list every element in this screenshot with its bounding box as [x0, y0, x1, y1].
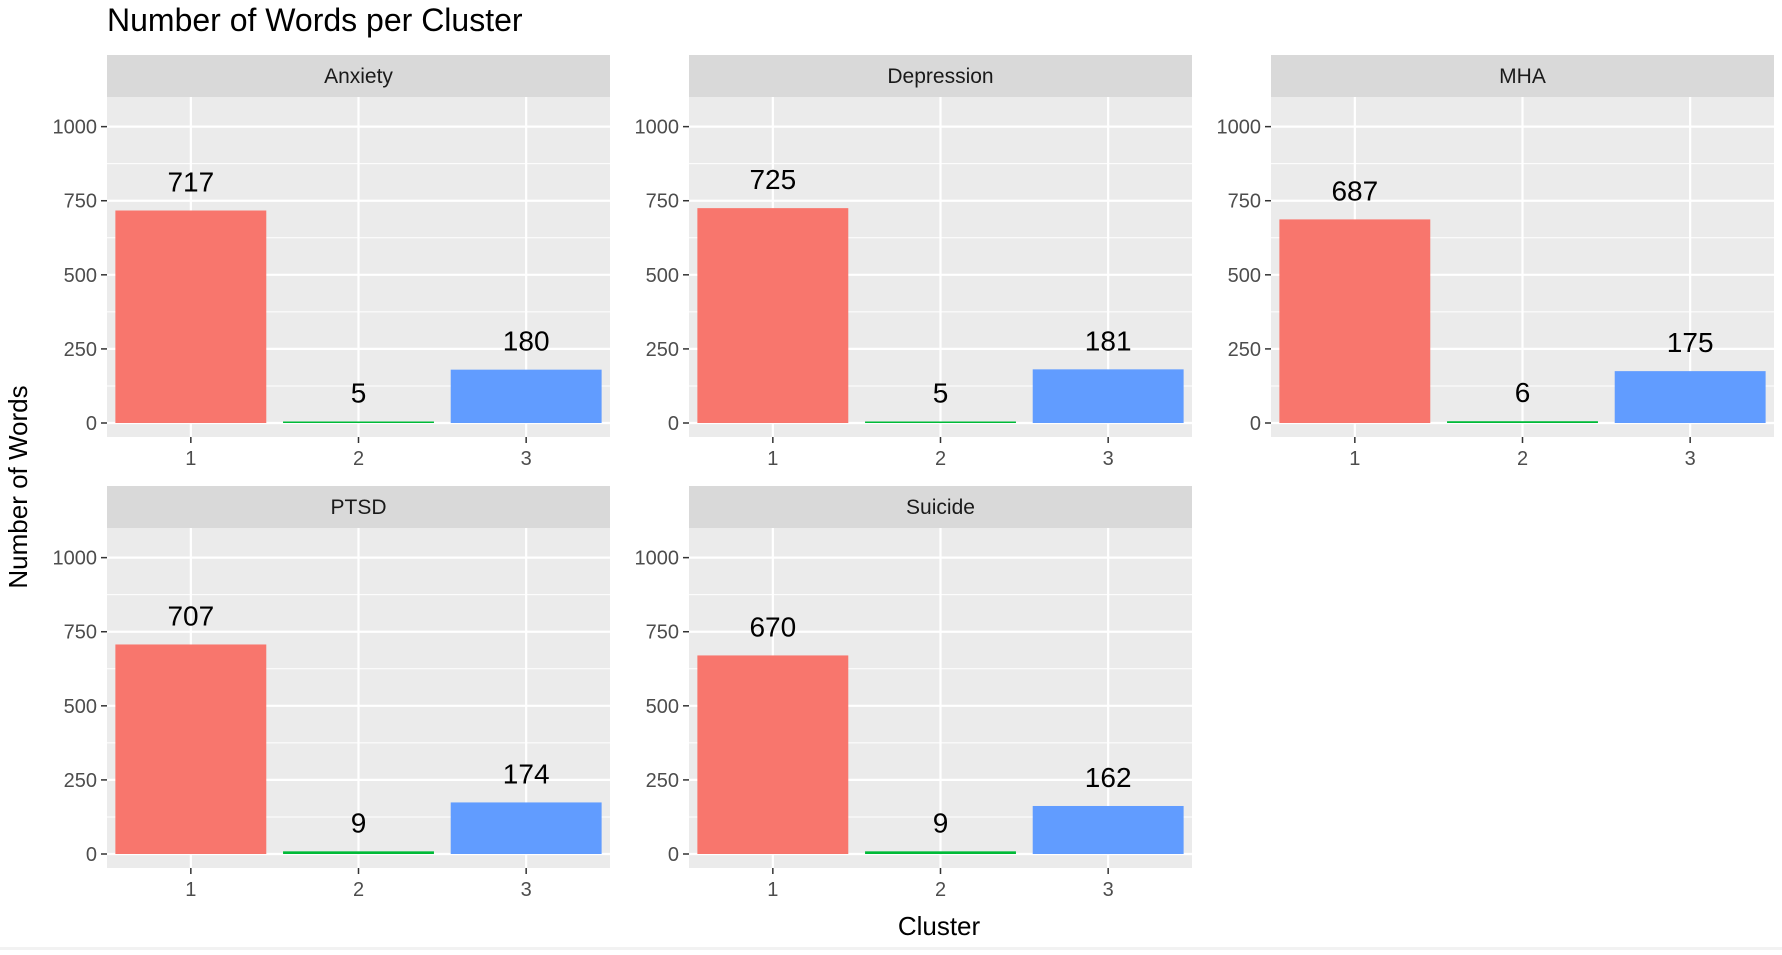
y-tick-label: 750: [646, 191, 679, 213]
y-tick-label: 1000: [53, 117, 98, 139]
bar-value-label: 670: [749, 611, 796, 642]
x-tick-label: 2: [353, 879, 364, 901]
bar-value-label: 6: [1515, 377, 1531, 408]
facet-strip-label: MHA: [1499, 65, 1546, 88]
facet-strip-label: Suicide: [906, 496, 975, 519]
facet-suicide: Suicide 0 250 500 750 1000 1 2 3 670 9 162: [635, 486, 1192, 901]
y-tick-label: 250: [646, 770, 679, 792]
bar-cluster-3: [1032, 369, 1184, 423]
bar-cluster-3: [450, 369, 602, 423]
x-tick-label: 3: [1103, 879, 1114, 901]
x-tick-label: 1: [1349, 448, 1360, 470]
bar-cluster-3: [1032, 805, 1184, 854]
facet-strip: [1271, 55, 1774, 97]
facet-strip-label: PTSD: [330, 496, 386, 519]
y-tick-label: 1000: [1217, 117, 1262, 139]
y-tick-label: 0: [668, 413, 679, 435]
bar-cluster-2: [283, 421, 434, 423]
facet-depression: Depression 0 250 500 750 1000 1 2 3 725 5 181: [635, 55, 1192, 470]
figure-bottom-edge: [0, 947, 1782, 950]
facet-ptsd: PTSD 0 250 500 750 1000 1 2 3 707 9 174: [53, 486, 610, 901]
y-tick-label: 500: [646, 696, 679, 718]
x-tick-label: 1: [767, 879, 778, 901]
y-tick-label: 250: [64, 770, 97, 792]
bar-value-label: 162: [1085, 762, 1132, 793]
bar-cluster-2: [865, 851, 1016, 854]
bar-value-label: 5: [351, 378, 367, 409]
bar-value-label: 9: [933, 807, 949, 838]
x-tick-label: 3: [1103, 448, 1114, 470]
bar-cluster-2: [1447, 421, 1598, 423]
y-tick-label: 750: [64, 622, 97, 644]
y-tick-label: 250: [64, 339, 97, 361]
y-tick-label: 750: [646, 622, 679, 644]
bar-cluster-3: [450, 802, 602, 854]
bar-cluster-1: [1279, 219, 1431, 423]
y-tick-label: 500: [64, 265, 97, 287]
bar-value-label: 180: [503, 326, 550, 357]
y-tick-label: 1000: [635, 548, 680, 570]
y-tick-label: 250: [1228, 339, 1261, 361]
x-tick-label: 1: [185, 879, 196, 901]
facet-strip-label: Anxiety: [324, 65, 393, 88]
x-tick-label: 2: [1517, 448, 1528, 470]
y-tick-label: 500: [646, 265, 679, 287]
x-tick-label: 2: [935, 879, 946, 901]
bar-value-label: 687: [1331, 175, 1378, 206]
x-tick-label: 1: [185, 448, 196, 470]
bar-value-label: 717: [167, 167, 214, 198]
bar-value-label: 174: [503, 758, 550, 789]
bar-cluster-1: [115, 644, 267, 854]
y-axis-title: Number of Words: [3, 385, 33, 588]
facet-strip: [107, 486, 610, 528]
y-tick-label: 750: [64, 191, 97, 213]
facet-mha: MHA 0 250 500 750 1000 1 2 3 687 6 175: [1217, 55, 1774, 470]
bar-cluster-1: [697, 208, 849, 423]
bar-value-label: 175: [1667, 327, 1714, 358]
y-tick-label: 0: [668, 844, 679, 866]
x-tick-label: 2: [353, 448, 364, 470]
x-tick-label: 3: [1685, 448, 1696, 470]
bar-value-label: 181: [1085, 325, 1132, 356]
bar-cluster-2: [865, 421, 1016, 423]
bar-cluster-3: [1614, 371, 1766, 423]
y-tick-label: 1000: [53, 548, 98, 570]
y-tick-label: 0: [1250, 413, 1261, 435]
bar-value-label: 725: [749, 164, 796, 195]
bar-value-label: 707: [167, 600, 214, 631]
bar-cluster-2: [283, 851, 434, 854]
facet-anxiety: Anxiety 0 250 500 750 1000 1 2 3 717 5 180: [53, 55, 610, 470]
chart-title: Number of Words per Cluster: [107, 2, 523, 38]
bar-cluster-1: [115, 210, 267, 423]
y-tick-label: 500: [64, 696, 97, 718]
y-tick-label: 750: [1228, 191, 1261, 213]
x-tick-label: 3: [521, 879, 532, 901]
facet-strip: [107, 55, 610, 97]
y-tick-label: 250: [646, 339, 679, 361]
x-tick-label: 1: [767, 448, 778, 470]
bar-value-label: 9: [351, 807, 367, 838]
x-axis-title: Cluster: [898, 911, 981, 941]
x-tick-label: 3: [521, 448, 532, 470]
facet-strip-label: Depression: [887, 65, 993, 88]
facet-strip: [689, 55, 1192, 97]
bar-cluster-1: [697, 655, 849, 854]
y-tick-label: 0: [86, 844, 97, 866]
y-tick-label: 0: [86, 413, 97, 435]
bar-value-label: 5: [933, 378, 949, 409]
y-tick-label: 500: [1228, 265, 1261, 287]
y-tick-label: 1000: [635, 117, 680, 139]
x-tick-label: 2: [935, 448, 946, 470]
facet-strip: [689, 486, 1192, 528]
